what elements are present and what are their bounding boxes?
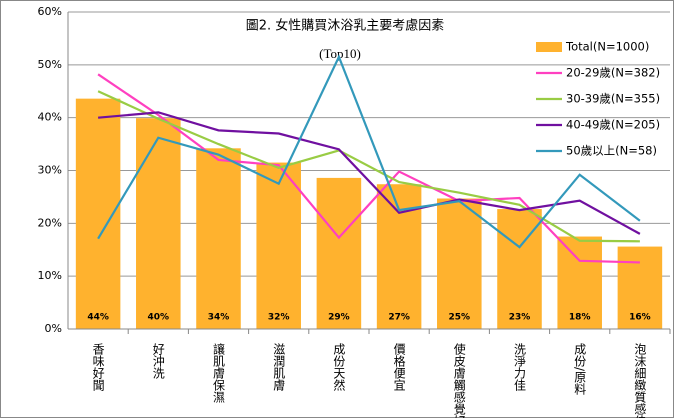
legend-label: Total(N=1000) xyxy=(565,40,649,54)
x-tick-label: 好沖洗 xyxy=(151,343,165,379)
bar xyxy=(557,236,602,329)
y-tick-label: 30% xyxy=(38,164,62,177)
bar xyxy=(316,177,362,329)
y-tick-label: 40% xyxy=(38,111,62,124)
data-label: 18% xyxy=(569,313,591,323)
x-tick-label: 洗淨力佳 xyxy=(513,343,527,391)
y-tick-label: 60% xyxy=(38,5,62,18)
legend-label: 40-49歲(N=205) xyxy=(566,118,660,132)
x-tick-label: 泡沫細緻質感佳 xyxy=(633,343,647,418)
bar xyxy=(136,118,181,329)
x-tick-label: 香味好聞 xyxy=(91,343,105,391)
data-label: 32% xyxy=(268,313,290,323)
line xyxy=(97,73,640,264)
x-tick-label: 使皮膚觸感覺好 xyxy=(452,342,466,418)
data-label: 40% xyxy=(148,313,170,323)
chart-title: 圖2. 女性購買沐浴乳主要考慮因素 xyxy=(246,18,445,34)
x-tick-label: 成份/原料 xyxy=(573,343,587,395)
bar xyxy=(256,162,301,329)
y-tick-label: 10% xyxy=(38,269,62,282)
data-label: 29% xyxy=(328,313,350,323)
line xyxy=(98,111,641,235)
x-tick-label: 滋潤肌膚 xyxy=(272,343,286,391)
y-tick-label: 20% xyxy=(38,216,62,229)
bar xyxy=(196,148,241,329)
data-label: 16% xyxy=(629,313,651,323)
legend-label: 20-29歲(N=382) xyxy=(566,66,660,80)
data-label: 23% xyxy=(509,313,531,323)
x-tick-label: 讓肌膚保濕 xyxy=(212,342,226,403)
data-label: 44% xyxy=(87,313,109,323)
legend-swatch xyxy=(536,42,562,52)
data-label: 27% xyxy=(388,313,410,323)
line xyxy=(97,90,640,243)
y-tick-label: 0% xyxy=(45,322,62,335)
chart-subtitle: (Top10) xyxy=(319,46,361,61)
line xyxy=(97,54,641,249)
bar xyxy=(437,198,482,329)
data-label: 25% xyxy=(449,313,471,323)
y-tick-label: 50% xyxy=(38,58,62,71)
legend-label: 50歲以上(N=58) xyxy=(566,144,657,158)
x-tick-label: 成份天然 xyxy=(332,343,346,392)
x-tick-label: 價格便宜 xyxy=(392,343,406,391)
bar xyxy=(617,246,663,329)
legend-label: 30-39歲(N=355) xyxy=(566,92,660,106)
data-label: 34% xyxy=(208,313,230,323)
bar xyxy=(376,184,422,329)
